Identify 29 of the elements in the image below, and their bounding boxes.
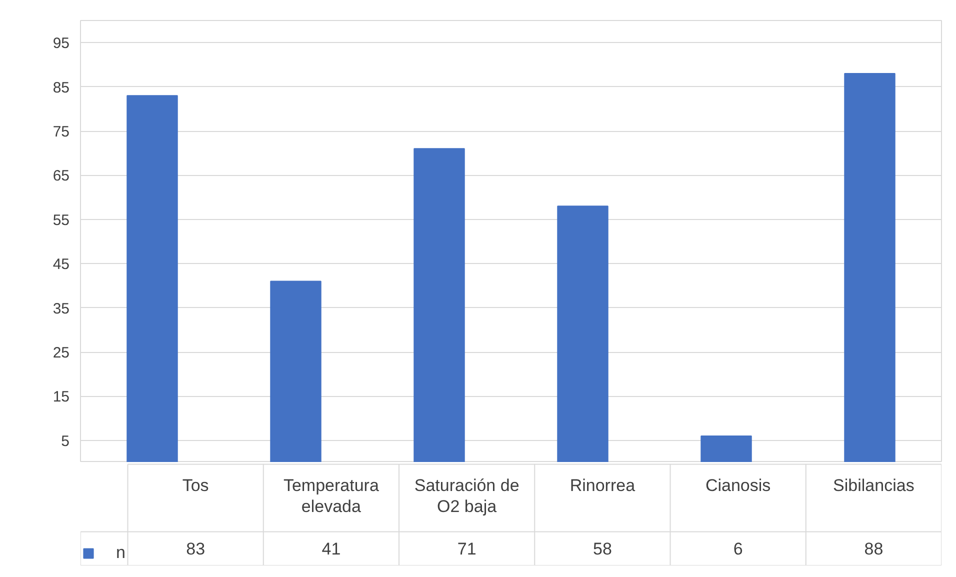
bar [557,206,608,462]
y-tick-label: 35 [52,300,70,318]
y-tick-label: 25 [52,344,70,362]
x-tick-label: Tos [182,476,209,496]
y-tick-label: 85 [52,79,70,96]
y-tick-label: 5 [61,432,70,450]
bar [126,95,178,462]
x-tick-label: Cianosis [705,476,771,496]
data-label: 83 [186,540,206,559]
y-tick-label: 75 [52,124,70,140]
y-tick-label: 55 [52,212,70,229]
x-tick-label: Saturación de O2 baja [414,476,520,516]
data-label: 41 [322,540,341,559]
x-tick-label: Temperatura elevada [283,476,380,516]
y-tick-label: 15 [52,388,70,406]
bar [844,73,896,462]
y-tick-label: 45 [52,256,70,274]
bar [414,148,465,462]
bar [270,280,322,462]
legend-label: n [116,543,126,563]
data-label: 88 [864,540,884,559]
x-tick-label: Rinorrea [570,476,636,496]
data-label: 58 [592,540,612,559]
data-label: 71 [457,540,476,559]
x-tick-label: Sibilancias [833,476,914,496]
y-tick-label: 65 [52,168,70,185]
data-label: 6 [733,540,743,559]
y-tick-label: 95 [52,35,70,52]
bar [700,435,752,462]
